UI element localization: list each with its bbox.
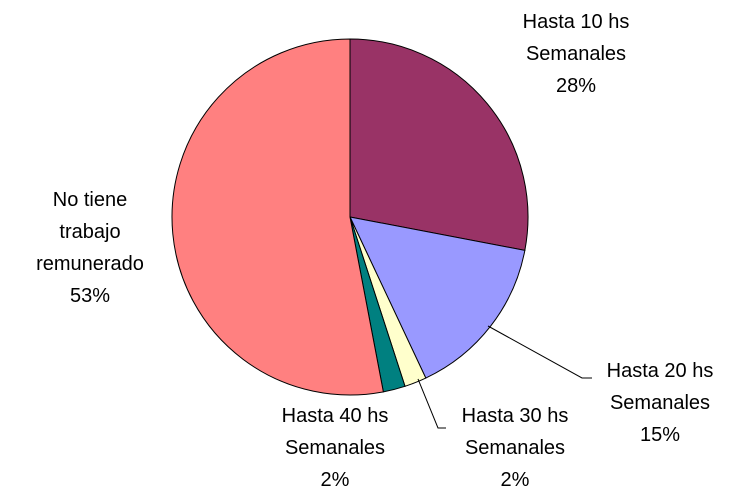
category-name: Hasta 30 hs Semanales bbox=[461, 405, 569, 459]
percent-label: 53% bbox=[69, 285, 111, 307]
slice-label: Hasta 20 hs Semanales 15% bbox=[595, 355, 725, 451]
category-name: Hasta 10 hs Semanales bbox=[522, 11, 630, 65]
pie-slice bbox=[349, 38, 529, 251]
percent-label: 28% bbox=[555, 75, 597, 97]
pie-slice bbox=[171, 38, 384, 396]
percent-label: 15% bbox=[639, 424, 681, 446]
leader-line bbox=[417, 378, 446, 429]
percent-label: 2% bbox=[320, 469, 350, 489]
slice-label: No tiene trabajo remunerado 53% bbox=[30, 184, 150, 312]
slice-label: Hasta 10 hs Semanales 28% bbox=[511, 6, 641, 102]
category-name: Hasta 20 hs Semanales bbox=[606, 360, 714, 414]
slice-label: Hasta 40 hs Semanales 2% bbox=[270, 400, 400, 489]
category-name: No tiene trabajo remunerado bbox=[36, 189, 144, 275]
leader-line bbox=[487, 325, 592, 379]
slice-label: Hasta 30 hs Semanales 2% bbox=[450, 400, 580, 489]
category-name: Hasta 40 hs Semanales bbox=[281, 405, 389, 459]
pie-slice bbox=[349, 216, 526, 379]
percent-label: 2% bbox=[500, 469, 530, 489]
